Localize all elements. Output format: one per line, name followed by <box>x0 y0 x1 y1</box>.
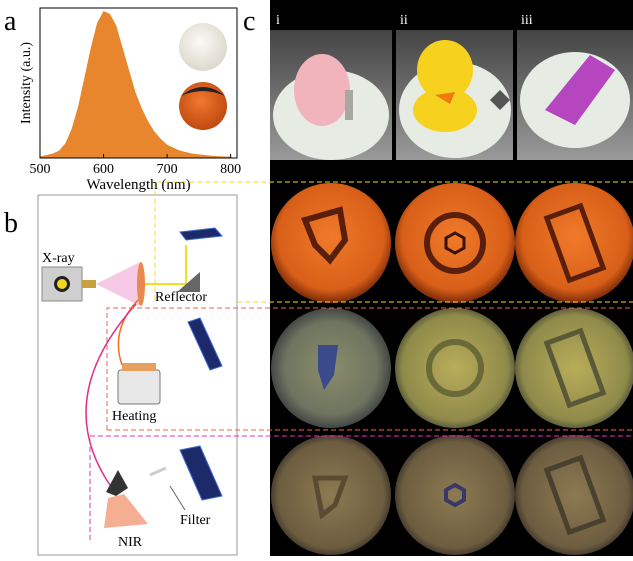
radiation-icon <box>57 279 67 289</box>
heater <box>117 369 161 405</box>
reflector <box>177 272 200 292</box>
nir-lamp <box>106 470 128 496</box>
shadow <box>424 212 486 274</box>
shadow <box>426 339 484 397</box>
column-label: i <box>276 13 280 28</box>
arrow <box>117 299 139 366</box>
nir-image <box>515 435 633 555</box>
heater-plate <box>122 363 156 371</box>
pointer <box>169 485 186 511</box>
diagram-frame <box>37 194 238 556</box>
toy-car <box>545 55 615 125</box>
x-tick-label: 600 <box>93 162 114 177</box>
label: X-ray <box>42 251 75 266</box>
y-axis-label: Intensity (a.u.) <box>19 42 34 124</box>
panel-label: b <box>4 208 18 239</box>
nir-image <box>395 435 515 555</box>
shadow <box>543 327 607 409</box>
shadow <box>300 206 349 265</box>
plot-frame <box>39 7 238 159</box>
heating-image <box>515 308 633 428</box>
detector-plate <box>187 317 223 371</box>
toy-duck <box>417 40 473 100</box>
connector <box>154 181 633 300</box>
x-tick-label: 700 <box>157 162 178 177</box>
arrow <box>85 303 137 489</box>
panel-label: c <box>243 6 255 37</box>
column-label: ii <box>400 13 408 28</box>
duck-beak <box>435 92 455 104</box>
label: NIR <box>118 535 143 550</box>
x-axis-label: Wavelength (nm) <box>86 177 190 193</box>
nut <box>490 90 510 110</box>
label: Filter <box>180 513 211 528</box>
sphere-shadow <box>181 87 225 96</box>
spectrum-chart: 500 600 700 800 Wavelength (nm) Intensity (a.… <box>19 7 241 193</box>
filter <box>149 466 167 477</box>
sphere-white <box>179 23 227 71</box>
xray-image <box>271 183 391 303</box>
label: Heating <box>112 409 156 424</box>
xray-image <box>515 183 633 303</box>
shadow <box>318 345 338 390</box>
xray-tube <box>82 280 96 288</box>
shadow <box>543 202 607 284</box>
x-tick-label: 500 <box>30 162 51 177</box>
shadow <box>444 231 466 255</box>
column-label: iii <box>521 13 533 28</box>
xray-image <box>395 183 515 303</box>
detector-plate <box>179 445 223 501</box>
toy-pig <box>294 54 350 126</box>
connector <box>106 307 633 430</box>
shadow <box>444 482 466 508</box>
detector-plate <box>179 227 224 241</box>
toy-duck <box>413 88 477 132</box>
spectrum-area <box>40 10 231 158</box>
sphere-orange <box>179 82 227 130</box>
heating-image <box>395 308 515 428</box>
nir-image <box>271 435 391 555</box>
sample <box>137 262 145 306</box>
shadow <box>543 454 607 536</box>
shadow <box>311 475 349 520</box>
nir-beam <box>104 494 148 528</box>
x-tick-label: 800 <box>220 162 241 177</box>
key <box>345 90 353 120</box>
xray-beam <box>96 262 140 306</box>
connector <box>89 435 633 540</box>
panel-label: a <box>4 6 17 37</box>
label: Reflector <box>155 290 207 305</box>
